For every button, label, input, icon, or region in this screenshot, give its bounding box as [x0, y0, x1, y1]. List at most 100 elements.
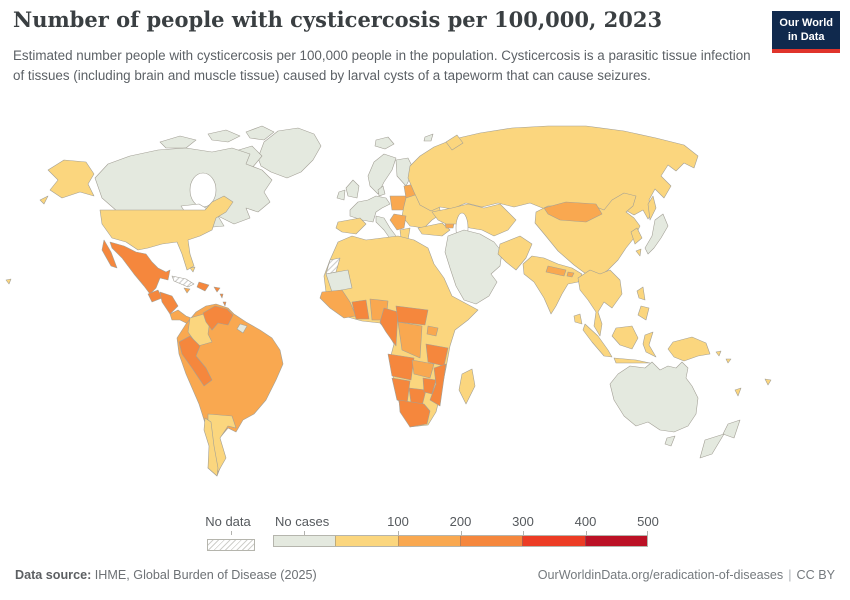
region-taiwan[interactable] — [635, 248, 642, 257]
legend-tick — [231, 531, 232, 535]
region-middle-east[interactable] — [444, 229, 503, 305]
region-baja-california[interactable] — [101, 239, 118, 269]
footer-right: OurWorldinData.org/eradication-of-diseas… — [538, 568, 835, 582]
region-svalbard[interactable] — [423, 133, 434, 142]
region-south-africa[interactable] — [398, 399, 431, 428]
region-borneo[interactable] — [611, 325, 639, 350]
region-greenland[interactable] — [257, 127, 322, 179]
legend-tick-label-400: 400 — [574, 514, 597, 529]
region-new-caledonia[interactable] — [734, 387, 742, 397]
region-mauritania[interactable] — [325, 269, 353, 293]
region-turkey[interactable] — [417, 222, 451, 237]
region-chile[interactable] — [203, 417, 219, 477]
region-hawaii[interactable] — [5, 278, 12, 285]
footer-license[interactable]: CC BY — [796, 568, 836, 582]
legend-tick — [585, 531, 587, 535]
legend-no-data-group: No data — [205, 514, 255, 551]
region-honduras-nicaragua[interactable] — [159, 291, 179, 315]
data-source: Data source: IHME, Global Burden of Dise… — [15, 568, 317, 582]
region-madagascar[interactable] — [458, 368, 476, 405]
legend-tick-label-500: 500 — [637, 514, 659, 529]
legend-swatch-0-100[interactable] — [335, 536, 398, 546]
region-ghana-togo-benin[interactable] — [351, 299, 370, 320]
region-spain[interactable] — [335, 217, 367, 235]
footer: Data source: IHME, Global Burden of Dise… — [15, 568, 835, 582]
region-new-guinea[interactable] — [667, 336, 711, 362]
legend-tick-label-200: 200 — [449, 514, 472, 529]
region-balkans[interactable] — [389, 213, 407, 231]
legend-tick — [304, 531, 305, 535]
legend-no-cases-label: No cases — [275, 514, 330, 529]
map-legend: No data No cases 100 200 300 400 500 — [0, 514, 850, 552]
region-united-kingdom[interactable] — [345, 179, 360, 199]
region-ireland[interactable] — [336, 189, 346, 201]
region-mongolia[interactable] — [543, 201, 603, 223]
region-japan[interactable] — [644, 213, 669, 255]
region-west-africa[interactable] — [319, 289, 357, 319]
region-sri-lanka[interactable] — [573, 313, 583, 325]
region-denmark[interactable] — [377, 185, 386, 197]
footer-link[interactable]: OurWorldinData.org/eradication-of-diseas… — [537, 568, 784, 582]
legend-swatch-200-300[interactable] — [459, 536, 523, 546]
region-southeast-asia[interactable] — [577, 269, 623, 337]
legend-tick-label-300: 300 — [512, 514, 534, 529]
legend-no-data-label: No data — [205, 514, 251, 529]
region-india[interactable] — [522, 255, 583, 315]
region-sumatra[interactable] — [582, 323, 613, 358]
region-bhutan[interactable] — [566, 271, 575, 278]
region-pakistan-afghanistan[interactable] — [497, 235, 533, 271]
legend-tick-label-100: 100 — [387, 514, 409, 529]
region-new-zealand[interactable] — [699, 419, 741, 459]
region-mozambique[interactable] — [429, 363, 447, 407]
region-novaya-zemlya[interactable] — [445, 134, 464, 151]
region-angola[interactable] — [387, 353, 415, 381]
region-french-guiana[interactable] — [236, 323, 248, 334]
legend-swatch-no-cases[interactable] — [274, 536, 336, 546]
world-map — [5, 125, 772, 477]
region-philippines[interactable] — [636, 286, 650, 321]
region-puerto-rico[interactable] — [213, 286, 221, 293]
region-lesser-antilles[interactable] — [219, 293, 227, 307]
legend-tick — [398, 531, 399, 535]
footer-separator: | — [788, 568, 792, 582]
region-scandinavia[interactable] — [367, 153, 397, 195]
region-java[interactable] — [613, 357, 651, 364]
region-sakhalin[interactable] — [647, 195, 657, 221]
region-zambia[interactable] — [411, 359, 435, 379]
region-dr-congo[interactable] — [397, 321, 423, 359]
region-cameroon-gabon-congo[interactable] — [379, 307, 399, 347]
no-data-swatch[interactable] — [207, 539, 255, 551]
region-fiji[interactable] — [764, 378, 772, 386]
legend-tick — [647, 531, 648, 535]
legend-color-band: No cases 100 200 300 400 500 — [273, 514, 659, 547]
region-south-america[interactable] — [176, 303, 284, 477]
region-australia[interactable] — [609, 361, 699, 433]
region-tasmania[interactable] — [664, 435, 676, 447]
region-central-asia[interactable] — [431, 203, 517, 237]
legend-color-bar — [273, 535, 648, 547]
region-bahamas[interactable] — [189, 266, 196, 273]
region-peru-ecuador[interactable] — [178, 335, 213, 387]
region-usa[interactable] — [99, 195, 234, 271]
region-venezuela[interactable] — [202, 305, 234, 331]
legend-swatch-400-500[interactable] — [584, 536, 647, 546]
region-sulawesi[interactable] — [642, 331, 657, 358]
region-solomon-islands[interactable] — [715, 350, 732, 364]
page-title: Number of people with cysticercosis per … — [13, 7, 663, 32]
legend-swatch-300-400[interactable] — [522, 536, 585, 546]
region-cuba[interactable] — [171, 275, 195, 288]
region-hispaniola[interactable] — [196, 281, 210, 292]
owid-logo[interactable]: Our World in Data — [772, 11, 840, 53]
logo-line-1: Our World — [779, 17, 833, 29]
region-nepal[interactable] — [545, 265, 567, 277]
legend-swatch-100-200[interactable] — [397, 536, 460, 546]
region-alaska[interactable] — [39, 159, 95, 205]
region-jamaica[interactable] — [183, 287, 191, 294]
region-mexico[interactable] — [109, 241, 171, 295]
page-subtitle: Estimated number people with cysticercos… — [13, 48, 751, 83]
region-central-african-republic[interactable] — [395, 305, 429, 326]
region-uganda[interactable] — [426, 325, 439, 337]
region-korea[interactable] — [630, 227, 643, 245]
region-iceland[interactable] — [374, 136, 395, 150]
data-source-text: IHME, Global Burden of Disease (2025) — [94, 568, 317, 582]
